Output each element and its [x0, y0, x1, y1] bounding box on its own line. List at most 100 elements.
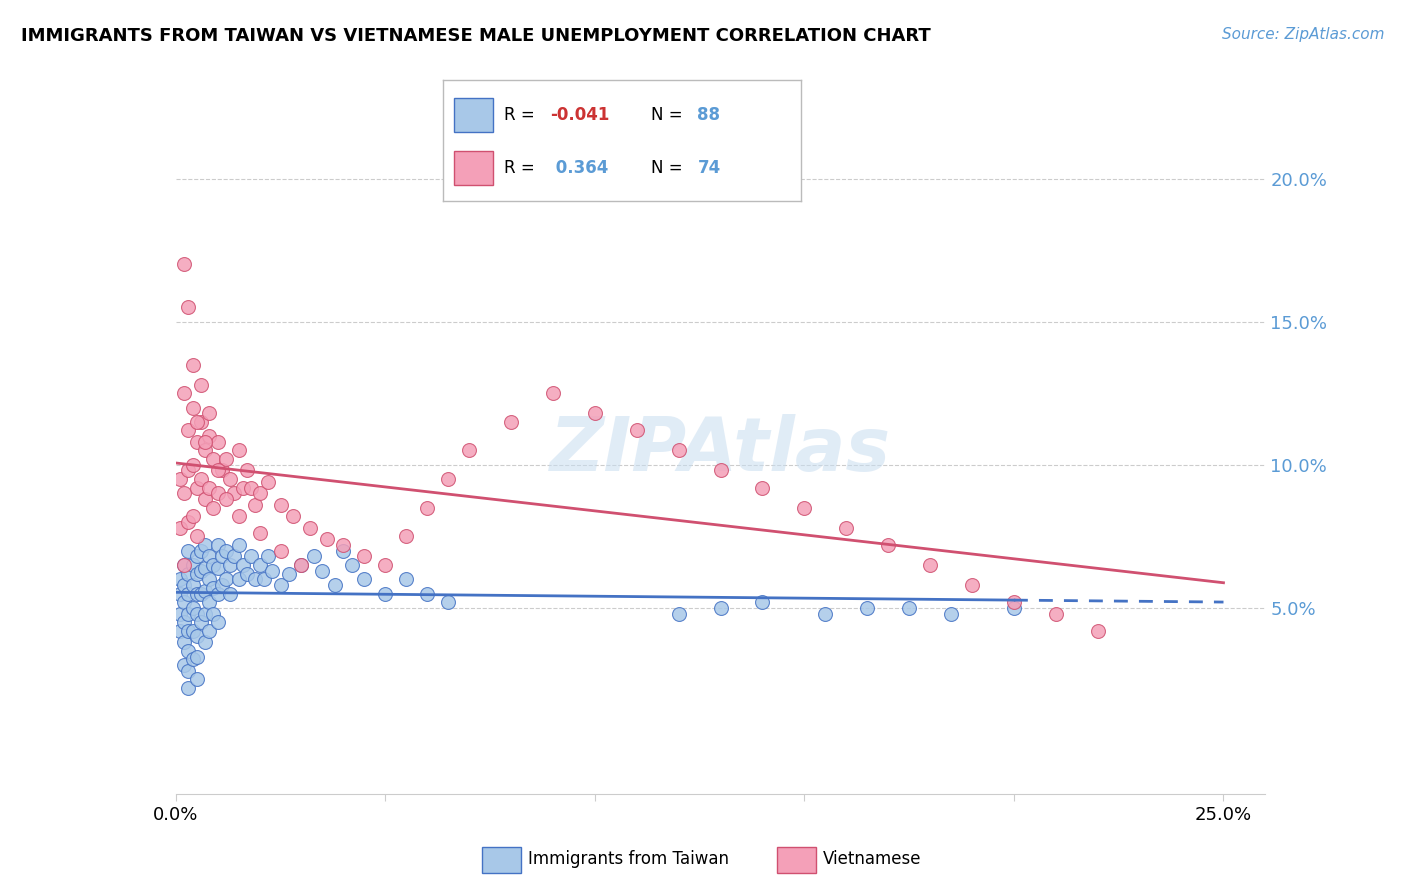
- Point: [211, 578, 233, 592]
- Point: [194, 635, 217, 649]
- Point: [751, 481, 773, 495]
- Point: [177, 301, 200, 315]
- Point: [181, 652, 204, 666]
- Text: N =: N =: [651, 159, 688, 178]
- Point: [177, 543, 200, 558]
- Point: [224, 486, 246, 500]
- Point: [249, 526, 271, 541]
- Point: [253, 572, 276, 586]
- Point: [281, 509, 304, 524]
- Text: ZIPAtlas: ZIPAtlas: [550, 414, 891, 487]
- Point: [245, 498, 267, 512]
- Point: [458, 443, 481, 458]
- Point: [177, 624, 200, 638]
- Point: [186, 529, 208, 543]
- Point: [437, 595, 460, 609]
- Point: [920, 558, 942, 572]
- Point: [194, 538, 217, 552]
- Point: [202, 452, 225, 467]
- Point: [177, 463, 200, 477]
- Text: Vietnamese: Vietnamese: [823, 849, 921, 868]
- Point: [194, 434, 217, 449]
- Point: [751, 595, 773, 609]
- Point: [173, 658, 195, 673]
- Point: [332, 538, 354, 552]
- Point: [190, 543, 212, 558]
- Point: [169, 586, 191, 600]
- Point: [190, 586, 212, 600]
- Text: R =: R =: [503, 159, 540, 178]
- FancyBboxPatch shape: [454, 152, 494, 185]
- Point: [177, 586, 200, 600]
- FancyBboxPatch shape: [482, 847, 520, 872]
- Point: [245, 572, 267, 586]
- Text: Immigrants from Taiwan: Immigrants from Taiwan: [527, 849, 728, 868]
- Point: [186, 481, 208, 495]
- Point: [198, 429, 221, 443]
- Point: [228, 572, 250, 586]
- Point: [219, 558, 242, 572]
- Point: [353, 572, 375, 586]
- Point: [173, 486, 195, 500]
- Point: [186, 630, 208, 644]
- Point: [395, 572, 418, 586]
- Text: 88: 88: [697, 106, 720, 124]
- Point: [194, 607, 217, 621]
- Point: [877, 538, 900, 552]
- Point: [1087, 624, 1109, 638]
- Point: [181, 600, 204, 615]
- Point: [262, 564, 284, 578]
- Point: [181, 624, 204, 638]
- Point: [249, 558, 271, 572]
- Point: [198, 595, 221, 609]
- Point: [211, 549, 233, 564]
- Point: [236, 566, 259, 581]
- Point: [177, 515, 200, 529]
- Point: [541, 386, 564, 401]
- Text: Source: ZipAtlas.com: Source: ZipAtlas.com: [1222, 27, 1385, 42]
- Text: 74: 74: [697, 159, 721, 178]
- Point: [499, 415, 522, 429]
- Point: [190, 415, 212, 429]
- Point: [224, 549, 246, 564]
- Point: [202, 558, 225, 572]
- Point: [416, 500, 439, 515]
- Point: [668, 443, 690, 458]
- Point: [190, 564, 212, 578]
- Point: [298, 521, 321, 535]
- Point: [215, 452, 238, 467]
- Point: [186, 566, 208, 581]
- Point: [207, 486, 229, 500]
- Point: [228, 443, 250, 458]
- Point: [793, 500, 815, 515]
- Point: [1002, 600, 1025, 615]
- Point: [232, 558, 254, 572]
- Point: [302, 549, 325, 564]
- Point: [232, 481, 254, 495]
- Point: [228, 538, 250, 552]
- Point: [194, 443, 217, 458]
- Point: [323, 578, 346, 592]
- Point: [169, 607, 191, 621]
- Point: [814, 607, 837, 621]
- Point: [290, 558, 312, 572]
- Point: [207, 561, 229, 575]
- Point: [207, 615, 229, 630]
- Point: [194, 561, 217, 575]
- Point: [315, 532, 337, 546]
- Point: [198, 572, 221, 586]
- Point: [177, 424, 200, 438]
- Point: [311, 564, 333, 578]
- Point: [190, 615, 212, 630]
- Point: [215, 572, 238, 586]
- Point: [177, 681, 200, 695]
- Point: [186, 549, 208, 564]
- Point: [198, 481, 221, 495]
- Point: [186, 415, 208, 429]
- Point: [332, 543, 354, 558]
- Point: [186, 586, 208, 600]
- Point: [856, 600, 879, 615]
- Point: [173, 257, 195, 271]
- Point: [198, 406, 221, 420]
- Point: [173, 558, 195, 572]
